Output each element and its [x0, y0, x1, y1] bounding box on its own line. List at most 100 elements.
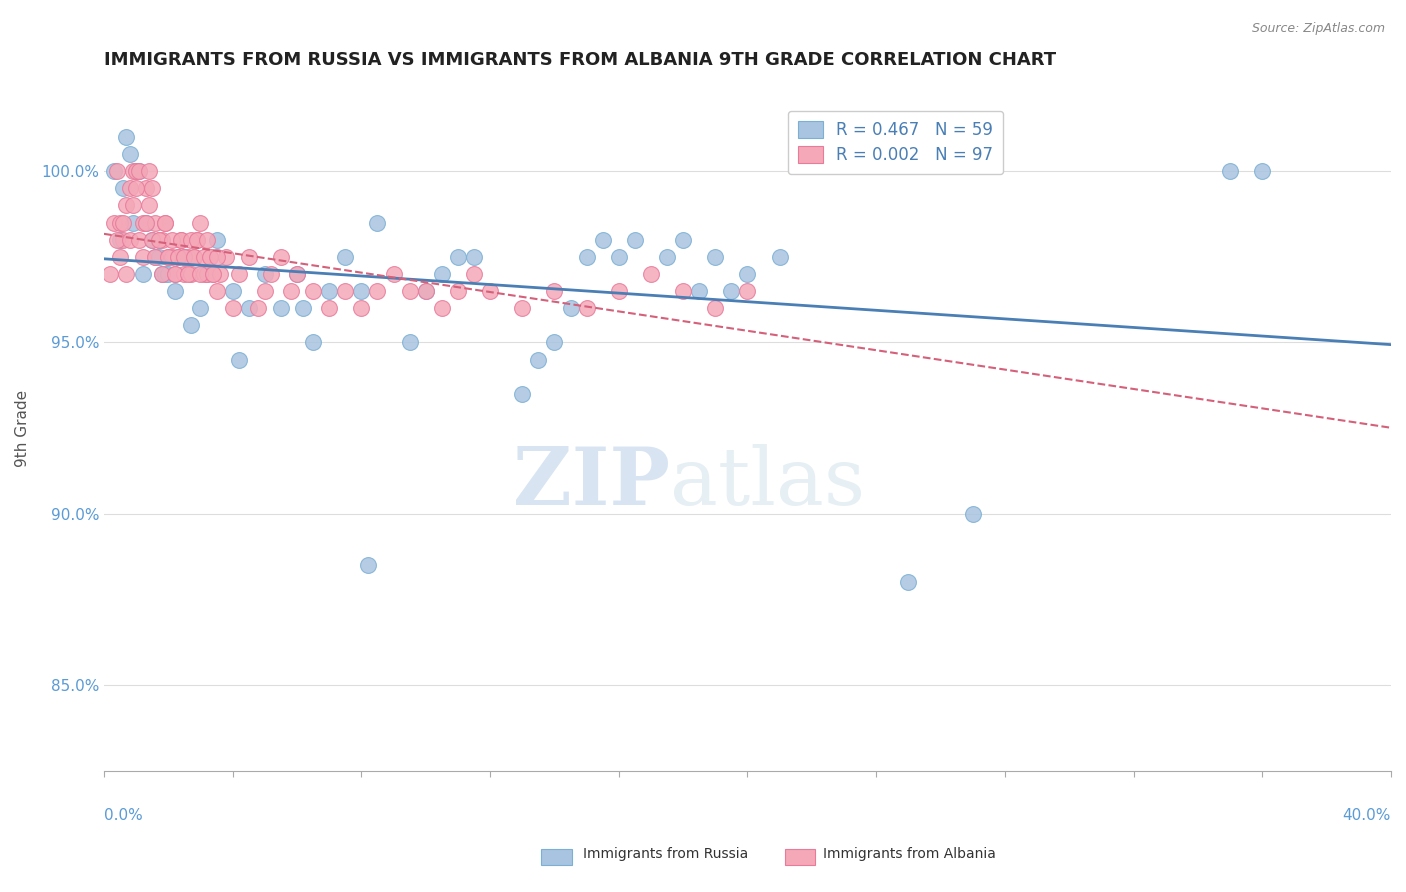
Point: [382, 267, 405, 281]
Point: [769, 250, 792, 264]
Point: [215, 250, 238, 264]
Text: Immigrants from Russia: Immigrants from Russia: [583, 847, 749, 861]
Point: [122, 215, 145, 229]
Point: [173, 250, 195, 264]
Point: [167, 250, 190, 264]
Point: [122, 198, 145, 212]
Text: 0.0%: 0.0%: [104, 808, 143, 823]
Point: [167, 250, 190, 264]
Point: [350, 284, 373, 298]
Point: [704, 301, 727, 316]
Point: [131, 215, 153, 229]
Point: [415, 284, 437, 298]
Point: [145, 250, 167, 264]
Point: [624, 233, 647, 247]
Point: [170, 233, 193, 247]
Point: [183, 250, 205, 264]
Point: [193, 267, 215, 281]
Point: [720, 284, 742, 298]
Point: [128, 233, 150, 247]
Point: [302, 335, 325, 350]
Point: [447, 284, 470, 298]
Point: [897, 575, 920, 590]
Point: [510, 301, 533, 316]
Point: [195, 267, 218, 281]
Point: [157, 250, 180, 264]
Point: [575, 301, 598, 316]
Point: [176, 250, 198, 264]
Point: [138, 198, 160, 212]
Text: Source: ZipAtlas.com: Source: ZipAtlas.com: [1251, 22, 1385, 36]
Point: [238, 301, 260, 316]
Text: Immigrants from Albania: Immigrants from Albania: [823, 847, 995, 861]
Point: [253, 267, 276, 281]
Point: [430, 267, 453, 281]
Point: [145, 215, 167, 229]
Point: [292, 301, 315, 316]
Point: [193, 250, 215, 264]
Point: [228, 267, 250, 281]
Point: [463, 250, 485, 264]
Point: [135, 215, 157, 229]
Point: [463, 267, 485, 281]
Point: [270, 250, 292, 264]
Point: [285, 267, 308, 281]
Point: [260, 267, 283, 281]
Point: [318, 301, 340, 316]
Point: [118, 233, 141, 247]
Point: [148, 250, 170, 264]
Legend: R = 0.467   N = 59, R = 0.002   N = 97: R = 0.467 N = 59, R = 0.002 N = 97: [787, 111, 1002, 174]
Point: [125, 181, 148, 195]
Point: [479, 284, 502, 298]
Point: [125, 164, 148, 178]
Point: [430, 301, 453, 316]
Point: [118, 147, 141, 161]
Point: [366, 215, 388, 229]
Point: [141, 233, 163, 247]
Point: [128, 164, 150, 178]
Point: [447, 250, 470, 264]
Point: [190, 215, 212, 229]
Point: [135, 215, 157, 229]
Point: [190, 267, 212, 281]
Point: [180, 233, 202, 247]
Point: [183, 250, 205, 264]
Point: [118, 181, 141, 195]
Point: [163, 284, 186, 298]
Point: [737, 284, 759, 298]
Y-axis label: 9th Grade: 9th Grade: [15, 390, 30, 467]
Point: [115, 267, 138, 281]
Point: [527, 352, 550, 367]
Point: [415, 284, 437, 298]
Point: [228, 352, 250, 367]
Point: [125, 164, 148, 178]
Point: [704, 250, 727, 264]
Point: [173, 267, 195, 281]
Point: [221, 301, 243, 316]
Point: [672, 284, 695, 298]
Point: [592, 233, 614, 247]
Point: [150, 267, 173, 281]
Point: [366, 284, 388, 298]
Point: [153, 215, 176, 229]
Point: [357, 558, 380, 573]
Point: [1219, 164, 1241, 178]
Point: [108, 250, 131, 264]
Point: [103, 164, 125, 178]
Point: [607, 250, 630, 264]
Point: [205, 250, 228, 264]
Point: [105, 164, 128, 178]
Point: [253, 284, 276, 298]
Point: [157, 267, 180, 281]
Point: [163, 267, 186, 281]
Point: [655, 250, 678, 264]
Point: [205, 233, 228, 247]
Point: [672, 233, 695, 247]
Point: [122, 164, 145, 178]
Point: [103, 215, 125, 229]
Point: [180, 267, 202, 281]
Point: [153, 215, 176, 229]
Point: [221, 284, 243, 298]
Point: [350, 301, 373, 316]
Point: [962, 507, 984, 521]
